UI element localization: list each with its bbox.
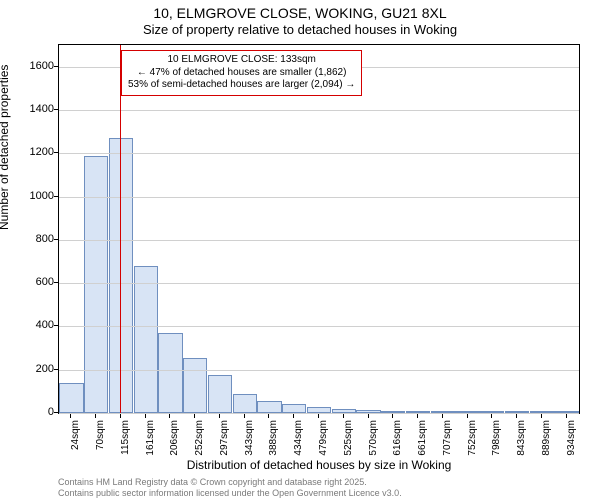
x-tick-mark [566, 414, 567, 418]
x-tick-mark [70, 414, 71, 418]
x-tick-mark [368, 414, 369, 418]
x-tick-mark [169, 414, 170, 418]
y-tick-label: 1400 [14, 103, 54, 115]
x-tick-mark [491, 414, 492, 418]
gridline [59, 413, 579, 414]
gridline [59, 283, 579, 284]
x-tick-mark [467, 414, 468, 418]
x-tick-mark [145, 414, 146, 418]
gridline [59, 240, 579, 241]
bar [282, 404, 306, 413]
chart-subtitle: Size of property relative to detached ho… [0, 22, 600, 39]
bar [109, 138, 133, 413]
x-tick-mark [343, 414, 344, 418]
x-axis-label: Distribution of detached houses by size … [58, 458, 580, 472]
x-tick-mark [268, 414, 269, 418]
marker-line [120, 45, 121, 413]
y-tick-mark [54, 325, 58, 326]
footer-line-2: Contains public sector information licen… [58, 488, 402, 498]
chart-title: 10, ELMGROVE CLOSE, WOKING, GU21 8XL [0, 0, 600, 22]
footer-attribution: Contains HM Land Registry data © Crown c… [58, 477, 402, 498]
x-tick-mark [293, 414, 294, 418]
histogram-chart: 10, ELMGROVE CLOSE, WOKING, GU21 8XL Siz… [0, 0, 600, 500]
y-tick-label: 1000 [14, 190, 54, 202]
x-tick-mark [442, 414, 443, 418]
y-tick-label: 1200 [14, 146, 54, 158]
bar [134, 266, 158, 413]
x-tick-mark [194, 414, 195, 418]
y-tick-mark [54, 282, 58, 283]
callout-line-2: ← 47% of detached houses are smaller (1,… [128, 67, 355, 80]
bar [183, 358, 207, 413]
callout-line-3: 53% of semi-detached houses are larger (… [128, 79, 355, 92]
bar [84, 156, 108, 413]
x-tick-mark [244, 414, 245, 418]
bars-container [59, 45, 579, 413]
x-tick-mark [95, 414, 96, 418]
x-tick-mark [541, 414, 542, 418]
gridline [59, 110, 579, 111]
gridline [59, 153, 579, 154]
callout-box: 10 ELMGROVE CLOSE: 133sqm ← 47% of detac… [121, 50, 362, 96]
x-tick-mark [219, 414, 220, 418]
y-tick-mark [54, 196, 58, 197]
y-tick-mark [54, 369, 58, 370]
gridline [59, 326, 579, 327]
footer-line-1: Contains HM Land Registry data © Crown c… [58, 477, 402, 487]
gridline [59, 370, 579, 371]
y-tick-label: 600 [14, 276, 54, 288]
x-tick-mark [417, 414, 418, 418]
y-axis-label: Number of detached properties [0, 65, 11, 230]
bar [257, 401, 281, 413]
x-tick-mark [516, 414, 517, 418]
plot-area: 10 ELMGROVE CLOSE: 133sqm ← 47% of detac… [58, 44, 580, 414]
x-tick-mark [392, 414, 393, 418]
y-tick-label: 200 [14, 363, 54, 375]
x-tick-mark [318, 414, 319, 418]
y-tick-mark [54, 152, 58, 153]
y-tick-label: 400 [14, 319, 54, 331]
y-tick-label: 1600 [14, 60, 54, 72]
bar [233, 394, 257, 413]
gridline [59, 197, 579, 198]
x-tick-mark [120, 414, 121, 418]
y-tick-label: 0 [14, 406, 54, 418]
bar [158, 333, 182, 413]
bar [59, 383, 83, 413]
y-tick-mark [54, 239, 58, 240]
y-tick-mark [54, 66, 58, 67]
y-tick-label: 800 [14, 233, 54, 245]
y-tick-mark [54, 109, 58, 110]
bar [208, 375, 232, 413]
callout-line-1: 10 ELMGROVE CLOSE: 133sqm [128, 54, 355, 67]
y-tick-mark [54, 412, 58, 413]
